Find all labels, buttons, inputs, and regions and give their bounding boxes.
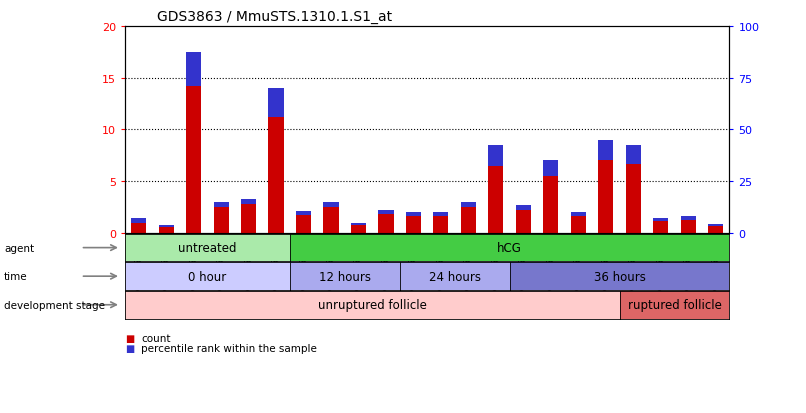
Bar: [159, 225, 174, 227]
Bar: [571, 213, 586, 217]
Text: time: time: [4, 271, 27, 282]
Bar: [323, 202, 339, 207]
Bar: [131, 219, 146, 223]
Text: GDS3863 / MmuSTS.1310.1.S1_at: GDS3863 / MmuSTS.1310.1.S1_at: [157, 10, 393, 24]
Bar: [296, 211, 311, 233]
Bar: [653, 219, 668, 222]
Bar: [268, 89, 284, 118]
Bar: [571, 213, 586, 233]
Bar: [488, 145, 504, 233]
Bar: [488, 145, 504, 166]
Bar: [241, 199, 256, 205]
Text: ■: ■: [125, 344, 134, 354]
Bar: [268, 89, 284, 233]
Text: 36 hours: 36 hours: [593, 270, 646, 283]
Text: 12 hours: 12 hours: [318, 270, 371, 283]
Bar: [680, 217, 696, 220]
Bar: [406, 213, 421, 216]
Text: untreated: untreated: [178, 242, 237, 254]
Text: hCG: hCG: [497, 242, 522, 254]
Bar: [434, 213, 448, 233]
Bar: [323, 202, 339, 233]
Bar: [680, 217, 696, 233]
Bar: [378, 211, 393, 215]
Bar: [131, 219, 146, 233]
Bar: [598, 140, 613, 161]
Bar: [296, 211, 311, 216]
Bar: [214, 202, 229, 233]
Bar: [159, 225, 174, 233]
Bar: [625, 145, 641, 233]
Bar: [461, 202, 476, 207]
Text: development stage: development stage: [4, 300, 105, 310]
Bar: [543, 161, 559, 233]
Bar: [378, 211, 393, 233]
Text: percentile rank within the sample: percentile rank within the sample: [141, 344, 317, 354]
Text: 0 hour: 0 hour: [189, 270, 226, 283]
Text: ruptured follicle: ruptured follicle: [628, 299, 721, 311]
Bar: [351, 223, 366, 233]
Bar: [186, 52, 202, 87]
Bar: [708, 224, 723, 233]
Bar: [598, 140, 613, 233]
Text: 24 hours: 24 hours: [429, 270, 480, 283]
Bar: [351, 223, 366, 225]
Text: agent: agent: [4, 243, 34, 253]
Bar: [625, 145, 641, 164]
Bar: [708, 224, 723, 226]
Bar: [516, 206, 531, 233]
Text: count: count: [141, 334, 171, 344]
Bar: [186, 52, 202, 233]
Bar: [543, 161, 559, 177]
Bar: [241, 199, 256, 233]
Bar: [434, 213, 448, 217]
Bar: [214, 202, 229, 207]
Bar: [461, 202, 476, 233]
Text: ■: ■: [125, 334, 134, 344]
Bar: [653, 219, 668, 233]
Text: unruptured follicle: unruptured follicle: [318, 299, 426, 311]
Bar: [516, 205, 531, 211]
Bar: [406, 213, 421, 233]
